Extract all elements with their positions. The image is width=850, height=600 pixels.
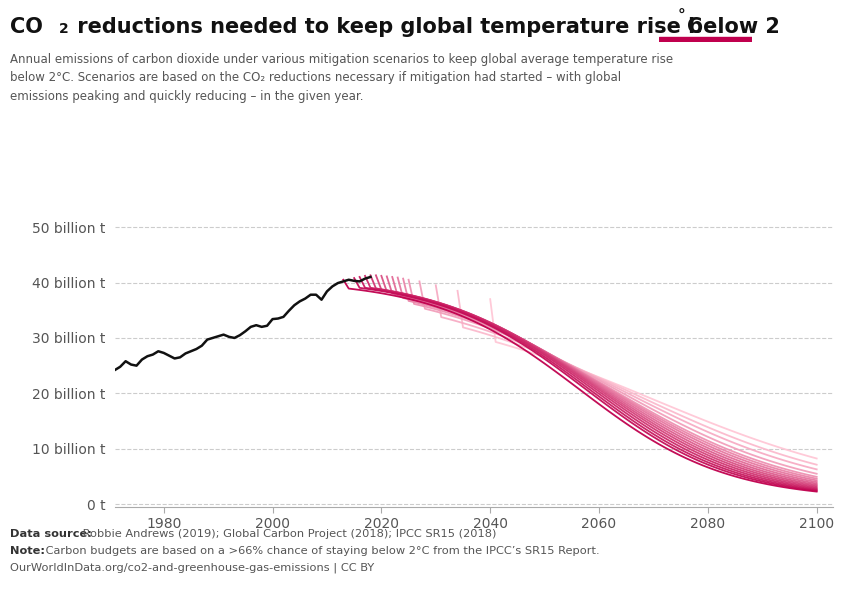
- Text: Robbie Andrews (2019); Global Carbon Project (2018); IPCC SR15 (2018): Robbie Andrews (2019); Global Carbon Pro…: [79, 529, 496, 539]
- Text: 2: 2: [59, 22, 68, 35]
- Text: Annual emissions of carbon dioxide under various mitigation scenarios to keep gl: Annual emissions of carbon dioxide under…: [10, 53, 673, 103]
- Text: CO: CO: [10, 17, 43, 37]
- Bar: [659, 37, 752, 42]
- Text: Note:: Note:: [10, 546, 45, 556]
- Text: C: C: [687, 17, 702, 37]
- Text: Data source:: Data source:: [10, 529, 92, 539]
- Text: Our World: Our World: [675, 11, 736, 21]
- Text: reductions needed to keep global temperature rise below 2: reductions needed to keep global tempera…: [70, 17, 779, 37]
- Text: °: °: [677, 9, 685, 24]
- Text: OurWorldInData.org/co2-and-greenhouse-gas-emissions | CC BY: OurWorldInData.org/co2-and-greenhouse-ga…: [10, 563, 375, 574]
- Text: in Data: in Data: [683, 22, 728, 32]
- Text: Carbon budgets are based on a >66% chance of staying below 2°C from the IPCC’s S: Carbon budgets are based on a >66% chanc…: [42, 546, 600, 556]
